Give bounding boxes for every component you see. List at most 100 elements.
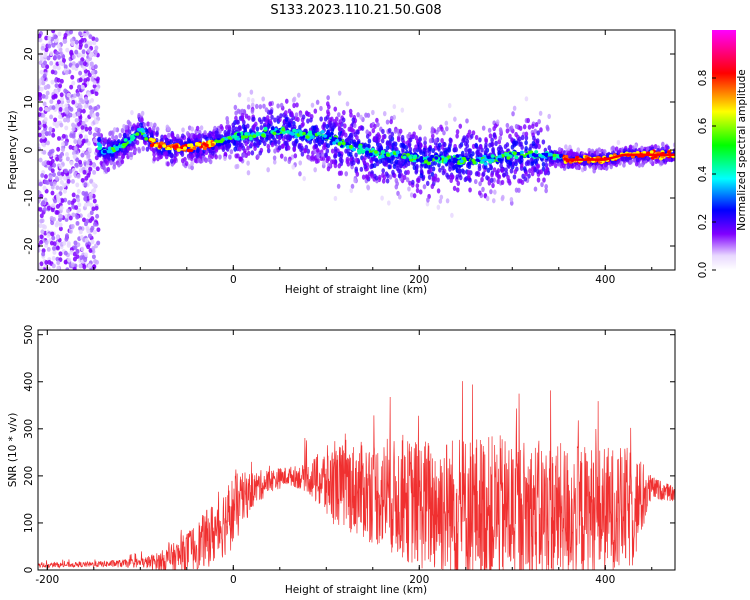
spectrogram-cell: [456, 180, 461, 187]
spectrogram-cell: [69, 107, 74, 112]
spectrogram-cell: [258, 150, 263, 156]
spectrogram-cell: [85, 150, 90, 156]
spectrogram-cell: [399, 160, 403, 167]
spectrogram-cell: [532, 135, 536, 141]
spectrogram-cell: [69, 84, 74, 90]
spectrogram-cell: [354, 152, 358, 158]
spectrogram-cell: [440, 137, 444, 144]
spectrogram-cell: [237, 125, 242, 131]
spectrogram-cell: [103, 153, 108, 159]
spectrogram-cell: [39, 193, 44, 199]
spectrogram-cell: [321, 156, 326, 162]
spectrogram-cell: [314, 143, 318, 149]
spectrogram-core-cell: [308, 132, 313, 137]
spectrogram-cell: [152, 156, 157, 162]
spectrogram-cell: [166, 161, 170, 167]
spectrogram-cell: [488, 133, 493, 139]
spectrogram-core-cell: [149, 143, 154, 148]
spectrogram-cell: [634, 161, 639, 167]
spectrogram-cell: [391, 155, 395, 161]
spectrogram-cell: [234, 126, 239, 132]
spectrogram-cell: [76, 111, 81, 117]
spectrogram-cell: [78, 229, 83, 235]
spectrogram-cell: [41, 251, 46, 257]
spectrogram-cell: [90, 239, 95, 245]
spectrogram-cell: [52, 121, 57, 126]
spectrogram-cell: [443, 150, 448, 156]
spectrogram-cell: [457, 168, 462, 174]
spectrogram-cell: [361, 157, 366, 163]
spectrogram-cell: [250, 108, 255, 114]
spectrogram-cell: [436, 204, 441, 210]
spectrogram-cell: [181, 133, 185, 139]
spectrogram-cell: [464, 147, 468, 153]
spectrogram-ticks: -200 0 200 400 -20 -10 0 10 20: [23, 30, 675, 286]
spectrogram-cell: [255, 140, 260, 146]
spectrogram-cell: [42, 123, 47, 129]
spectrogram-cell: [444, 120, 449, 126]
spectrogram-core-cell: [586, 159, 591, 164]
spectrogram-cell: [392, 163, 397, 169]
spectrogram-cell: [479, 152, 483, 158]
spectrogram-cell: [246, 160, 250, 166]
spectrogram-cell: [537, 143, 541, 150]
spectrogram-cell: [88, 218, 93, 223]
spectrogram-cell: [80, 177, 85, 183]
spectrogram-cell: [333, 195, 338, 202]
spectrogram-cell: [430, 133, 435, 139]
spectrogram-cell: [76, 189, 81, 194]
spectrogram-cell: [225, 119, 230, 125]
spectrogram-cell: [55, 245, 60, 251]
spectrogram-cell: [352, 122, 357, 129]
spectrogram-cell: [575, 164, 579, 171]
spectrogram-cell: [75, 182, 80, 188]
spectrogram-core-cell: [136, 127, 141, 132]
spectrogram-cell: [438, 142, 442, 148]
spectrogram-core-cell: [408, 155, 413, 160]
spectrogram-cell: [637, 162, 642, 168]
spectrogram-cell: [79, 60, 84, 66]
spectrogram-cell: [385, 178, 390, 184]
spectrogram-cell: [67, 257, 72, 263]
spectrogram-cell: [58, 175, 63, 181]
spectrogram-cell: [38, 207, 43, 212]
spectrogram-core-cell: [434, 156, 439, 160]
spectrogram-cell: [77, 52, 82, 58]
spectrogram-cell: [547, 113, 551, 119]
spectrogram-cell: [190, 160, 194, 167]
spectrogram-core-cell: [467, 161, 472, 166]
spectrogram-core-cell: [415, 158, 420, 162]
spectrogram-cell: [41, 93, 46, 99]
colorbar-tick-label: 0.8: [697, 70, 709, 87]
spectrogram-cell: [152, 151, 156, 157]
spectrogram-cell: [480, 177, 484, 183]
spectrogram-cell: [40, 45, 45, 51]
spectrogram-cell: [55, 156, 60, 162]
spectrogram-cell: [365, 133, 370, 139]
spectrogram-cell: [81, 120, 86, 126]
spectrogram-panel: -200 0 200 400 -20 -10 0 10 20 Height of straigh…: [7, 29, 676, 296]
spectrogram-core-cell: [426, 161, 431, 166]
spectrogram-cell: [41, 130, 46, 135]
spectrogram-cell: [484, 142, 488, 148]
spectrogram-core-cell: [486, 155, 491, 159]
spectrogram-cell: [524, 135, 529, 141]
spectrogram-cell: [68, 215, 73, 221]
spectrogram-cell: [63, 250, 68, 256]
spectrogram-cell: [530, 161, 534, 167]
spectrogram-cell: [42, 149, 47, 155]
spectrogram-cell: [487, 127, 492, 133]
spectrogram-cell: [349, 112, 353, 118]
spectrogram-cell: [293, 153, 298, 159]
spectrogram-cell: [436, 188, 441, 194]
spectrogram-core-cell: [649, 150, 654, 154]
spectrogram-cell: [114, 134, 119, 141]
snr-ytick-label: 500: [23, 325, 35, 345]
spectrogram-cell: [522, 124, 527, 130]
spectrogram-cell: [250, 150, 255, 156]
spectrogram-cell: [53, 117, 58, 123]
snr-series-line: [38, 381, 675, 570]
spectrogram-cell: [52, 55, 57, 60]
spectrogram-cell: [474, 134, 479, 141]
spectrogram-cell: [50, 168, 55, 174]
